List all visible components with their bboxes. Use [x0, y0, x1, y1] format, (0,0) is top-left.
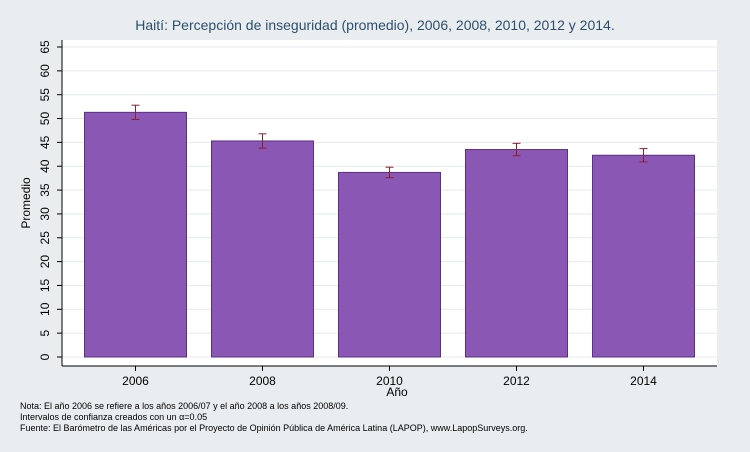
bar-2014	[592, 154, 695, 358]
y-tick-label: 5	[38, 329, 52, 336]
x-tick-label: 2012	[503, 374, 530, 388]
source-note: Fuente: El Barómetro de las Américas por…	[20, 423, 528, 433]
error-bar-2012	[512, 142, 521, 157]
y-tick-label: 60	[38, 64, 52, 78]
y-axis-label: Promedio	[19, 177, 33, 229]
y-tick-label: 15	[38, 278, 52, 292]
note-line: Nota: El año 2006 se refiere a los años …	[20, 401, 349, 411]
bar-2010	[338, 171, 441, 358]
y-tick-label: 65	[38, 40, 52, 54]
bar-2006	[84, 111, 187, 358]
y-tick-label: 55	[38, 88, 52, 102]
y-tick-label: 30	[38, 207, 52, 221]
confidence-note: Intervalos de confianza creados con un α…	[20, 412, 208, 422]
y-tick-label: 20	[38, 255, 52, 269]
y-tick-label: 25	[38, 231, 52, 245]
x-axis-label: Año	[386, 385, 408, 399]
y-tick-label: 10	[38, 302, 52, 316]
error-bar-2014	[639, 148, 648, 163]
footnotes: Nota: El año 2006 se refiere a los años …	[20, 401, 528, 434]
y-axis: 0 5 10 15 20 25 30 35 40 45 50 55 60 65	[38, 40, 63, 366]
chart-title: Haití: Percepción de inseguridad (promed…	[135, 17, 614, 33]
x-tick-label: 2014	[630, 374, 657, 388]
bars	[84, 111, 695, 358]
bar-2012	[465, 149, 568, 358]
error-bar-2006	[131, 104, 140, 120]
bar-2008	[211, 140, 314, 358]
y-tick-label: 45	[38, 135, 52, 149]
x-axis: 2006 2008 2010 2012 2014	[62, 365, 717, 388]
y-tick-label: 50	[38, 112, 52, 126]
error-bars	[131, 104, 648, 179]
y-tick-label: 40	[38, 159, 52, 173]
x-tick-label: 2008	[249, 374, 276, 388]
x-tick-label: 2006	[122, 374, 149, 388]
x-tick-label: 2010	[376, 374, 403, 388]
y-tick-label: 0	[38, 353, 52, 360]
y-tick-label: 35	[38, 183, 52, 197]
error-bar-2010	[385, 166, 394, 179]
error-bar-2008	[258, 133, 267, 149]
